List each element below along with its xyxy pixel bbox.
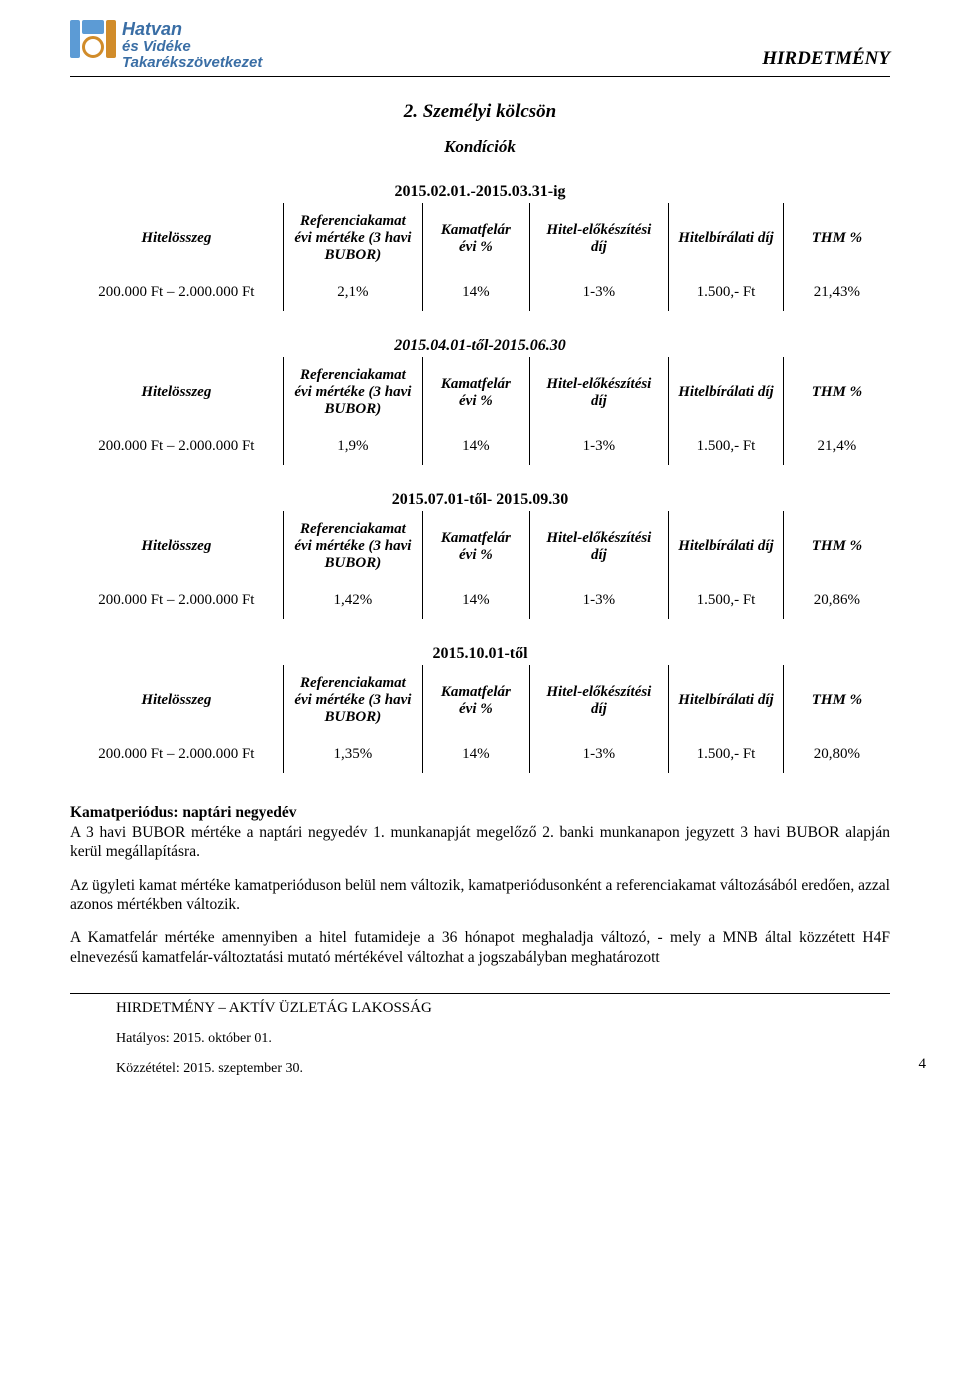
body-text: Kamatperiódus: naptári negyedév A 3 havi… [70,803,890,967]
paragraph-1: Kamatperiódus: naptári negyedév A 3 havi… [70,803,890,861]
period-label: 2015.02.01.-2015.03.31-ig [70,183,890,201]
th-thm: THM % [783,511,890,582]
cell-appr: 1.500,- Ft [669,736,784,773]
th-prep: Hitel-előkészítési díj [529,665,668,736]
th-ref: Referenciakamat évi mértéke (3 havi BUBO… [283,511,422,582]
cell-ref: 1,35% [283,736,422,773]
cell-amount: 200.000 Ft – 2.000.000 Ft [70,736,283,773]
th-ref: Referenciakamat évi mértéke (3 havi BUBO… [283,203,422,274]
th-kf: Kamatfelár évi % [423,203,530,274]
cell-ref: 2,1% [283,274,422,311]
cell-prep: 1-3% [529,736,668,773]
cell-appr: 1.500,- Ft [669,582,784,619]
footer: HIRDETMÉNY – AKTÍV ÜZLETÁG LAKOSSÁG Hatá… [70,1000,890,1077]
cell-kf: 14% [423,736,530,773]
th-thm: THM % [783,665,890,736]
footer-line-2: Hatályos: 2015. október 01. [116,1031,890,1047]
period-label: 2015.07.01-től- 2015.09.30 [70,491,890,509]
table-row: 200.000 Ft – 2.000.000 Ft 1,9% 14% 1-3% … [70,428,890,465]
th-kf: Kamatfelár évi % [423,357,530,428]
document-header-title: HIRDETMÉNY [762,48,890,70]
footer-rule [70,993,890,994]
th-amount: Hitelösszeg [70,203,283,274]
logo-mark [70,20,116,58]
cell-prep: 1-3% [529,428,668,465]
cell-thm: 21,43% [783,274,890,311]
logo: Hatvan és Vidéke Takarékszövetkezet [70,20,262,70]
th-amount: Hitelösszeg [70,511,283,582]
table-row: 200.000 Ft – 2.000.000 Ft 1,42% 14% 1-3%… [70,582,890,619]
section-title: 2. Személyi kölcsön [70,101,890,123]
cell-amount: 200.000 Ft – 2.000.000 Ft [70,428,283,465]
header-rule [70,76,890,77]
cell-appr: 1.500,- Ft [669,274,784,311]
footer-line-1: HIRDETMÉNY – AKTÍV ÜZLETÁG LAKOSSÁG [116,1000,890,1017]
th-ref: Referenciakamat évi mértéke (3 havi BUBO… [283,357,422,428]
th-kf: Kamatfelár évi % [423,511,530,582]
th-appr: Hitelbírálati díj [669,357,784,428]
th-prep: Hitel-előkészítési díj [529,511,668,582]
p1-lead: Kamatperiódus: naptári negyedév [70,804,296,821]
p1-rest: A 3 havi BUBOR mértéke a naptári negyedé… [70,824,890,860]
period-label: 2015.04.01-től-2015.06.30 [70,337,890,355]
footer-line-3: Közzététel: 2015. szeptember 30. [116,1061,890,1077]
conditions-table: Hitelösszeg Referenciakamat évi mértéke … [70,357,890,465]
th-prep: Hitel-előkészítési díj [529,357,668,428]
table-row: 200.000 Ft – 2.000.000 Ft 2,1% 14% 1-3% … [70,274,890,311]
cell-kf: 14% [423,582,530,619]
page-number: 4 [919,1056,927,1073]
th-kf: Kamatfelár évi % [423,665,530,736]
th-prep: Hitel-előkészítési díj [529,203,668,274]
conditions-table: Hitelösszeg Referenciakamat évi mértéke … [70,203,890,311]
subsection-title: Kondíciók [70,137,890,157]
cell-appr: 1.500,- Ft [669,428,784,465]
logo-line3: Takarékszövetkezet [122,55,262,71]
cell-prep: 1-3% [529,582,668,619]
th-thm: THM % [783,357,890,428]
cell-kf: 14% [423,274,530,311]
paragraph-3: A Kamatfelár mértéke amennyiben a hitel … [70,928,890,967]
logo-line1: Hatvan [122,20,262,39]
logo-line2: és Vidéke [122,39,262,55]
logo-text: Hatvan és Vidéke Takarékszövetkezet [122,20,262,70]
cell-thm: 21,4% [783,428,890,465]
cell-thm: 20,80% [783,736,890,773]
th-amount: Hitelösszeg [70,665,283,736]
th-ref: Referenciakamat évi mértéke (3 havi BUBO… [283,665,422,736]
cell-ref: 1,9% [283,428,422,465]
th-amount: Hitelösszeg [70,357,283,428]
th-appr: Hitelbírálati díj [669,511,784,582]
table-row: 200.000 Ft – 2.000.000 Ft 1,35% 14% 1-3%… [70,736,890,773]
cell-ref: 1,42% [283,582,422,619]
cell-prep: 1-3% [529,274,668,311]
th-appr: Hitelbírálati díj [669,665,784,736]
conditions-table: Hitelösszeg Referenciakamat évi mértéke … [70,665,890,773]
th-appr: Hitelbírálati díj [669,203,784,274]
conditions-table: Hitelösszeg Referenciakamat évi mértéke … [70,511,890,619]
paragraph-2: Az ügyleti kamat mértéke kamatperióduson… [70,876,890,915]
cell-amount: 200.000 Ft – 2.000.000 Ft [70,274,283,311]
cell-thm: 20,86% [783,582,890,619]
th-thm: THM % [783,203,890,274]
cell-kf: 14% [423,428,530,465]
cell-amount: 200.000 Ft – 2.000.000 Ft [70,582,283,619]
period-label: 2015.10.01-től [70,645,890,663]
